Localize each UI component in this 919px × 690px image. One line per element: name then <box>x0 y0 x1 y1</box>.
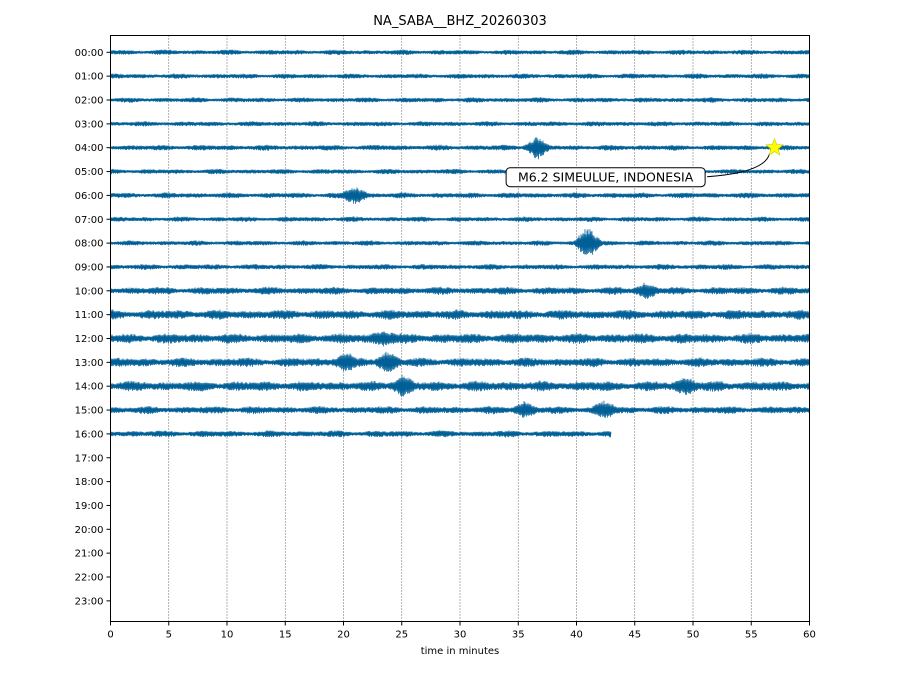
event-arrow <box>707 153 771 178</box>
y-tick-label: 19:00 <box>75 501 104 512</box>
seismic-traces <box>110 49 810 438</box>
y-tick-label: 13:00 <box>75 358 104 369</box>
y-tick-label: 04:00 <box>75 143 104 154</box>
y-tick-label: 01:00 <box>75 72 104 83</box>
x-tick-label: 25 <box>395 630 408 641</box>
x-tick-label: 60 <box>803 630 816 641</box>
y-tick-label: 09:00 <box>75 262 104 273</box>
event-annotation: M6.2 SIMEULUE, INDONESIA <box>505 137 784 188</box>
y-tick-label: 22:00 <box>75 573 104 584</box>
x-tick-label: 5 <box>166 630 172 641</box>
chart-title: NA_SABA__BHZ_20260303 <box>373 14 547 29</box>
x-tick-label: 55 <box>745 630 758 641</box>
y-tick-label: 02:00 <box>75 96 104 107</box>
x-tick-label: 10 <box>221 630 234 641</box>
trace-line <box>110 400 810 418</box>
trace-line <box>110 309 810 320</box>
y-tick-label: 18:00 <box>75 477 104 488</box>
trace-line <box>110 187 810 204</box>
y-tick-label: 05:00 <box>75 167 104 178</box>
y-tick-label: 15:00 <box>75 406 104 417</box>
x-tick-label: 35 <box>512 630 525 641</box>
trace-line <box>110 73 810 79</box>
y-tick-label: 11:00 <box>75 310 104 321</box>
trace-line <box>110 216 810 223</box>
y-tick-label: 10:00 <box>75 286 104 297</box>
trace-line <box>110 282 810 299</box>
trace-line <box>110 430 612 438</box>
x-tick-label: 50 <box>687 630 700 641</box>
trace-line <box>110 121 810 127</box>
y-axis-ticks: 00:00 01:00 02:00 03:00 04:00 05:00 06:00 07:00… <box>75 48 111 607</box>
x-tick-label: 0 <box>107 630 113 641</box>
trace-line <box>110 97 810 103</box>
y-tick-label: 23:00 <box>75 596 104 607</box>
y-tick-label: 14:00 <box>75 382 104 393</box>
x-axis-ticks: 0 5 10 15 20 25 30 35 40 45 50 55 60 <box>107 621 816 641</box>
x-axis-label: time in minutes <box>421 646 500 657</box>
y-tick-label: 06:00 <box>75 191 104 202</box>
trace-line <box>110 331 810 347</box>
trace-line <box>110 49 810 56</box>
trace-line <box>110 228 810 255</box>
event-label: M6.2 SIMEULUE, INDONESIA <box>518 170 694 185</box>
y-tick-label: 08:00 <box>75 239 104 250</box>
x-tick-label: 15 <box>279 630 292 641</box>
y-tick-label: 21:00 <box>75 549 104 560</box>
event-star-icon <box>765 137 784 156</box>
trace-line <box>110 263 810 270</box>
y-tick-label: 16:00 <box>75 429 104 440</box>
x-tick-label: 20 <box>337 630 350 641</box>
event-label-box <box>505 167 706 188</box>
trace-line <box>110 374 810 397</box>
x-tick-label: 30 <box>454 630 467 641</box>
y-tick-label: 07:00 <box>75 215 104 226</box>
y-tick-label: 20:00 <box>75 525 104 536</box>
y-tick-label: 17:00 <box>75 453 104 464</box>
y-tick-label: 03:00 <box>75 119 104 130</box>
y-tick-label: 12:00 <box>75 334 104 345</box>
x-tick-label: 40 <box>570 630 583 641</box>
y-tick-label: 00:00 <box>75 48 104 59</box>
x-tick-label: 45 <box>628 630 641 641</box>
trace-line <box>110 136 810 160</box>
trace-line <box>110 351 810 372</box>
